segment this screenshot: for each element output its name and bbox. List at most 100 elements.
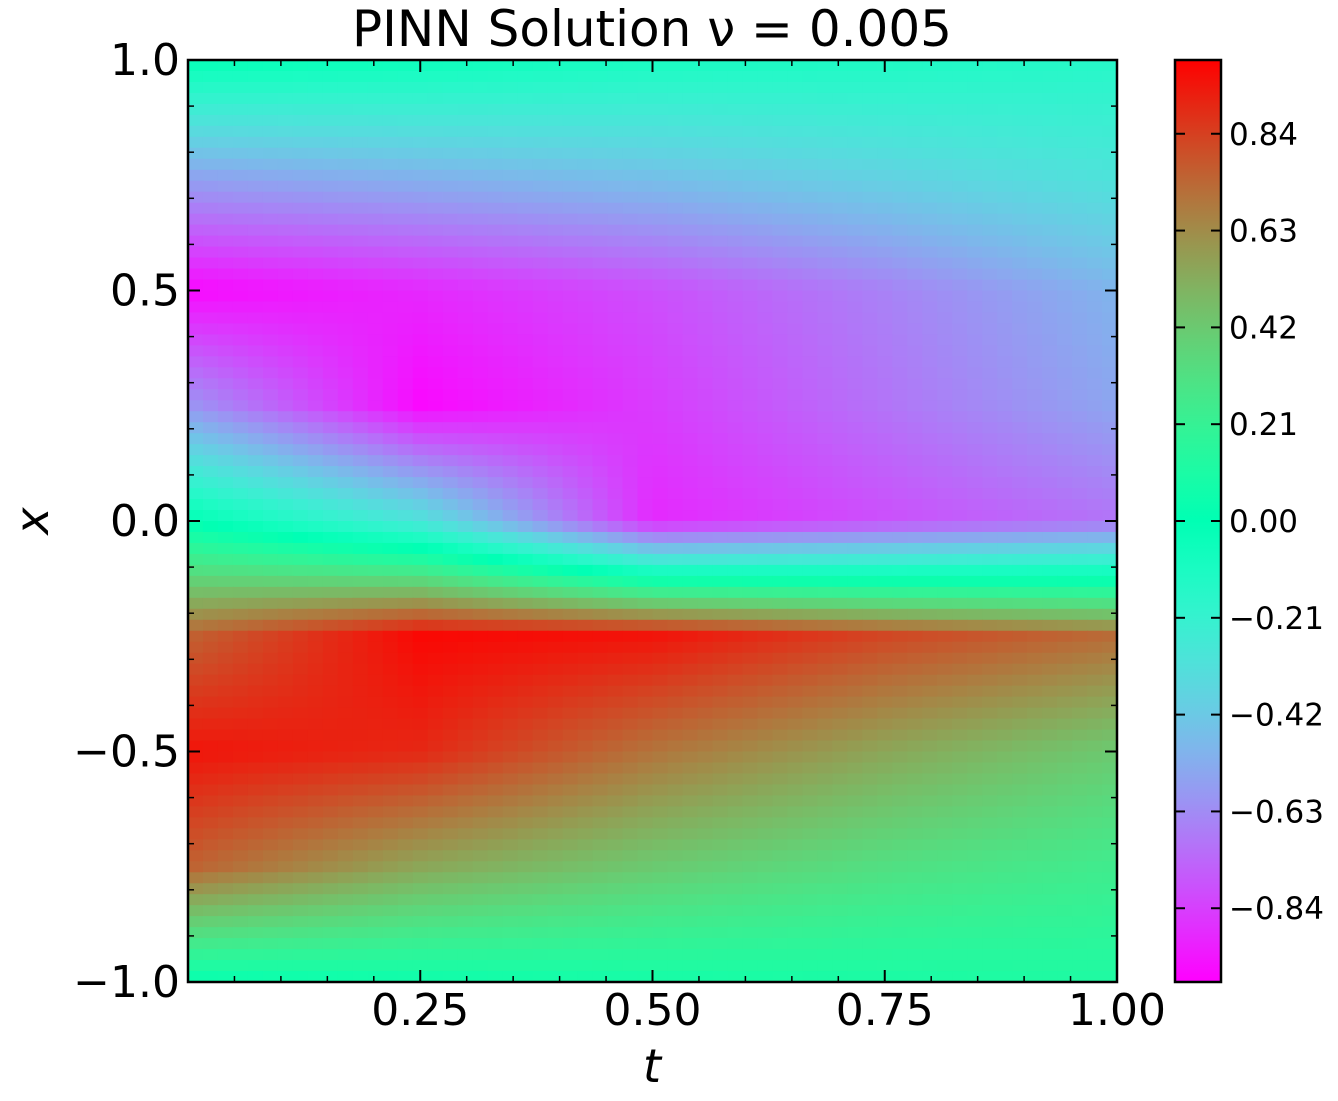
heatmap-cell [667,158,684,171]
heatmap-cell [1012,136,1028,149]
heatmap-cell [292,564,309,577]
heatmap-cell [817,103,834,116]
heatmap-cell [682,60,699,72]
heatmap-cell [772,773,789,786]
heatmap-cell [787,92,804,105]
heatmap-cell [397,718,414,731]
heatmap-cell [907,861,924,874]
heatmap-cell [997,894,1013,906]
heatmap-cell [442,685,459,698]
heatmap-cell [862,488,879,500]
heatmap-cell [742,773,759,786]
heatmap-cell [1102,927,1117,939]
heatmap-cell [907,268,924,281]
heatmap-cell [742,784,759,797]
heatmap-cell [1087,905,1103,917]
heatmap-cell [322,894,339,906]
heatmap-cell [427,488,444,500]
heatmap-cell [337,696,354,709]
heatmap-cell [652,235,669,248]
heatmap-cell [577,773,594,786]
heatmap-cell [217,521,234,533]
heatmap-cell [1027,685,1043,698]
heatmap-cell [547,334,564,347]
heatmap-cell [682,70,699,83]
heatmap-cell [1042,411,1058,424]
heatmap-cell [697,652,714,665]
heatmap-cell [787,641,804,654]
heatmap-cell [412,861,429,874]
heatmap-cell [277,773,294,786]
heatmap-cell [847,356,864,369]
heatmap-cell [712,817,729,830]
heatmap-cell [382,510,399,522]
heatmap-cell [697,301,714,314]
heatmap-cell [832,433,849,445]
heatmap-cell [397,136,414,149]
heatmap-cell [562,103,579,116]
heatmap-cell [1087,389,1103,402]
heatmap-cell [382,586,399,599]
heatmap-cell [697,213,714,226]
heatmap-cell [952,806,968,819]
heatmap-cell [802,608,819,621]
heatmap-cell [472,103,489,116]
heatmap-cell [472,839,489,852]
heatmap-cell [232,521,249,533]
heatmap-cell [307,663,324,676]
heatmap-cell [188,466,204,478]
heatmap-cell [487,466,504,478]
heatmap-cell [832,751,849,764]
heatmap-cell [262,455,279,467]
heatmap-cell [472,466,489,478]
heatmap-cell [322,81,339,94]
heatmap-cell [832,301,849,314]
heatmap-cell [307,81,324,94]
heatmap-cell [847,510,864,522]
heatmap-cell [682,246,699,259]
heatmap-cell [517,883,534,895]
heatmap-cell [337,433,354,445]
heatmap-cell [367,279,384,292]
heatmap-cell [682,147,699,160]
heatmap-cell [307,916,324,928]
heatmap-cell [202,762,219,775]
heatmap-cell [637,773,654,786]
heatmap-cell [697,740,714,753]
heatmap-cell [427,114,444,127]
heatmap-cell [382,696,399,709]
heatmap-cell [652,312,669,325]
heatmap-cell [352,257,369,270]
heatmap-cell [457,586,474,599]
heatmap-cell [727,422,744,434]
heatmap-cell [457,553,474,566]
heatmap-cell [1087,213,1103,226]
heatmap-cell [517,608,534,621]
heatmap-cell [592,542,609,555]
heatmap-cell [262,301,279,314]
heatmap-cell [577,564,594,577]
heatmap-cell [352,301,369,314]
heatmap-cell [952,729,968,742]
heatmap-cell [202,510,219,522]
heatmap-cell [802,828,819,841]
heatmap-cell [697,334,714,347]
heatmap-cell [802,202,819,215]
heatmap-cell [682,345,699,358]
heatmap-cell [922,521,938,533]
heatmap-cell [922,817,938,830]
heatmap-cell [847,817,864,830]
heatmap-cell [487,729,504,742]
heatmap-cell [472,817,489,830]
heatmap-cell [427,125,444,138]
heatmap-cell [982,564,998,577]
heatmap-cell [322,510,339,522]
heatmap-cell [832,257,849,270]
heatmap-cell [202,696,219,709]
heatmap-cell [1027,323,1043,336]
heatmap-cell [712,707,729,720]
heatmap-cell [412,422,429,434]
heatmap-cell [487,312,504,325]
heatmap-cell [982,872,998,885]
heatmap-cell [202,817,219,830]
